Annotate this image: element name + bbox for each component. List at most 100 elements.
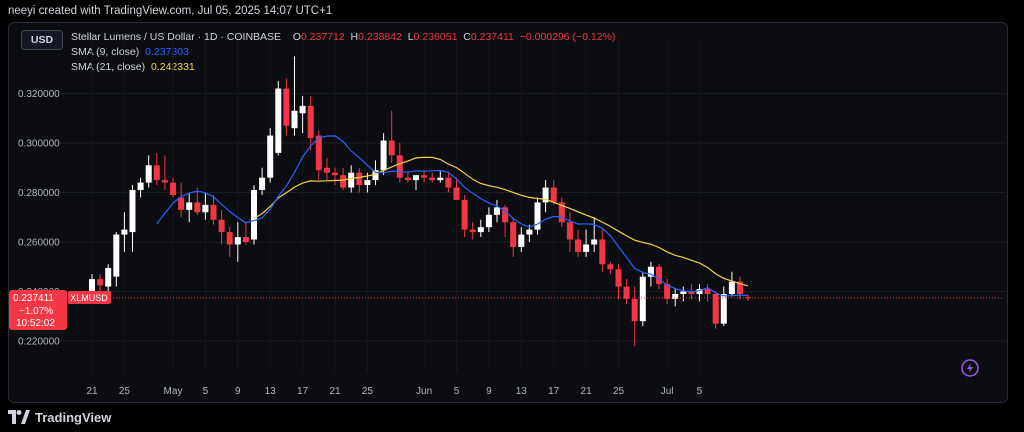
y-tick-label-0: 0.220000 — [18, 337, 60, 348]
candle-body-17 — [226, 232, 233, 245]
candle-body-73 — [680, 291, 687, 294]
candle-body-6 — [137, 182, 144, 191]
close-label: C — [463, 31, 471, 43]
candle-body-23 — [275, 88, 282, 153]
candle-body-58 — [558, 202, 565, 223]
price-tag-price: 0.237411 — [13, 293, 54, 304]
x-tick-label-14: 21 — [581, 386, 593, 397]
candle-body-7 — [145, 165, 152, 183]
x-tick-label-12: 13 — [516, 386, 528, 397]
candle-body-80 — [737, 281, 743, 294]
x-tick-label-13: 17 — [548, 386, 560, 397]
x-tick-label-16: Jul — [661, 386, 674, 397]
candle-body-21 — [259, 177, 266, 191]
x-tick-label-11: 9 — [486, 386, 492, 397]
sma9-row[interactable]: SMA (9, close) 0.237303 — [71, 45, 615, 60]
candle-body-42 — [429, 177, 436, 181]
candle-body-52 — [510, 222, 517, 247]
candle-body-47 — [469, 229, 476, 233]
open-value: 0.237712 — [300, 31, 345, 43]
x-tick-label-5: 13 — [265, 386, 277, 397]
x-tick-label-7: 21 — [329, 386, 341, 397]
symbol-title: Stellar Lumens / US Dollar · 1D · COINBA… — [71, 31, 282, 43]
x-tick-label-6: 17 — [297, 386, 309, 397]
candle-body-9 — [161, 180, 168, 183]
sma21-line — [253, 156, 749, 287]
y-tick-label-4: 0.300000 — [18, 139, 60, 150]
candle-body-2 — [105, 267, 112, 287]
candle-body-72 — [672, 293, 679, 299]
symbol-row: Stellar Lumens / US Dollar · 1D · COINBA… — [71, 30, 615, 45]
candle-body-81 — [745, 297, 752, 299]
candle-body-77 — [712, 293, 719, 324]
candle-body-54 — [526, 229, 533, 235]
candle-body-66 — [623, 286, 630, 299]
candle-body-25 — [291, 110, 298, 129]
candle-body-16 — [218, 219, 225, 233]
candle-body-35 — [372, 170, 379, 181]
candle-body-11 — [178, 197, 185, 210]
candle-body-79 — [728, 281, 735, 294]
x-tick-label-17: 5 — [697, 386, 703, 397]
currency-button[interactable]: USD — [21, 30, 63, 50]
candle-body-39 — [404, 177, 411, 181]
candle-body-15 — [210, 204, 217, 220]
candle-body-64 — [607, 264, 614, 270]
candle-body-22 — [267, 135, 274, 178]
candle-body-27 — [307, 105, 314, 139]
candle-body-60 — [575, 239, 581, 252]
candle-body-48 — [477, 227, 484, 233]
sma9-line — [156, 135, 749, 297]
candlesticks — [89, 56, 752, 346]
lightning-icon[interactable] — [961, 359, 979, 377]
candle-body-63 — [599, 239, 606, 265]
candle-body-10 — [170, 182, 176, 195]
x-tick-label-3: 5 — [203, 386, 209, 397]
x-tick-label-1: 25 — [119, 386, 131, 397]
x-tick-label-15: 25 — [613, 386, 625, 397]
candle-body-65 — [615, 269, 622, 287]
close-value: 0.237411 — [470, 31, 514, 43]
x-tick-label-2: May — [164, 386, 183, 397]
candle-body-32 — [348, 172, 355, 188]
candle-body-3 — [113, 234, 120, 277]
tradingview-branding[interactable]: TradingView — [8, 408, 111, 426]
candle-body-12 — [186, 202, 193, 210]
candle-body-61 — [583, 244, 590, 252]
candle-body-51 — [502, 207, 509, 223]
candle-body-70 — [656, 266, 662, 285]
candle-body-71 — [664, 284, 671, 299]
candle-body-36 — [380, 140, 387, 171]
candle-body-56 — [542, 187, 549, 203]
last-price-tag: 0.237411 XLMUSD −1.07% 10:52:02 — [9, 290, 111, 330]
sma9-value: 0.237303 — [145, 46, 189, 58]
candle-body-37 — [388, 140, 395, 156]
chart-attribution: neeyi created with TradingView.com, Jul … — [8, 5, 333, 17]
candle-body-45 — [453, 187, 460, 200]
candle-body-13 — [194, 202, 201, 213]
candle-body-0 — [89, 279, 95, 297]
candle-body-29 — [323, 167, 330, 173]
grid-lines — [60, 40, 1006, 372]
candle-body-18 — [234, 237, 241, 245]
candle-body-28 — [315, 135, 322, 171]
candle-body-74 — [688, 291, 695, 294]
time-axis: 21 25 May 5 9 13 17 21 25 Jun 5 9 13 17 21 25 Jul 5 — [86, 386, 702, 397]
x-tick-label-9: Jun — [416, 386, 432, 397]
candle-body-20 — [251, 190, 257, 240]
candle-body-57 — [550, 187, 557, 203]
candle-body-8 — [153, 165, 160, 181]
x-tick-label-8: 25 — [362, 386, 374, 397]
candle-body-26 — [299, 105, 306, 114]
candle-body-19 — [242, 237, 249, 242]
candle-body-43 — [437, 177, 444, 181]
candle-body-33 — [356, 172, 363, 186]
x-tick-label-0: 21 — [86, 386, 98, 397]
candle-body-69 — [647, 266, 654, 277]
candle-body-14 — [202, 204, 209, 213]
sma21-label: SMA (21, close) — [71, 61, 146, 73]
change-value: −0.000296 (−0.12%) — [519, 31, 616, 43]
price-tag-countdown: 10:52:02 — [16, 318, 55, 329]
candle-body-30 — [332, 172, 338, 176]
